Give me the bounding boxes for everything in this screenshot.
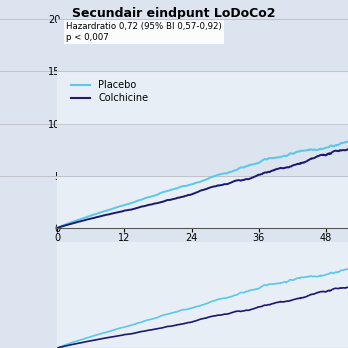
- Bar: [0, 124, 57, 176]
- Legend: Placebo, Colchicine: Placebo, Colchicine: [71, 80, 148, 103]
- Bar: [0, 71, 57, 124]
- Text: Hazardratio 0,72 (95% BI 0,57-0,92)
p < 0,007: Hazardratio 0,72 (95% BI 0,57-0,92) p < …: [66, 22, 222, 42]
- Bar: [57, 176, 348, 228]
- Bar: [0, 19, 57, 71]
- Bar: [0, 176, 57, 228]
- Text: Secundair eindpunt LoDoCo2: Secundair eindpunt LoDoCo2: [72, 7, 276, 20]
- Bar: [57, 19, 348, 71]
- Bar: [57, 124, 348, 176]
- Bar: [57, 71, 348, 124]
